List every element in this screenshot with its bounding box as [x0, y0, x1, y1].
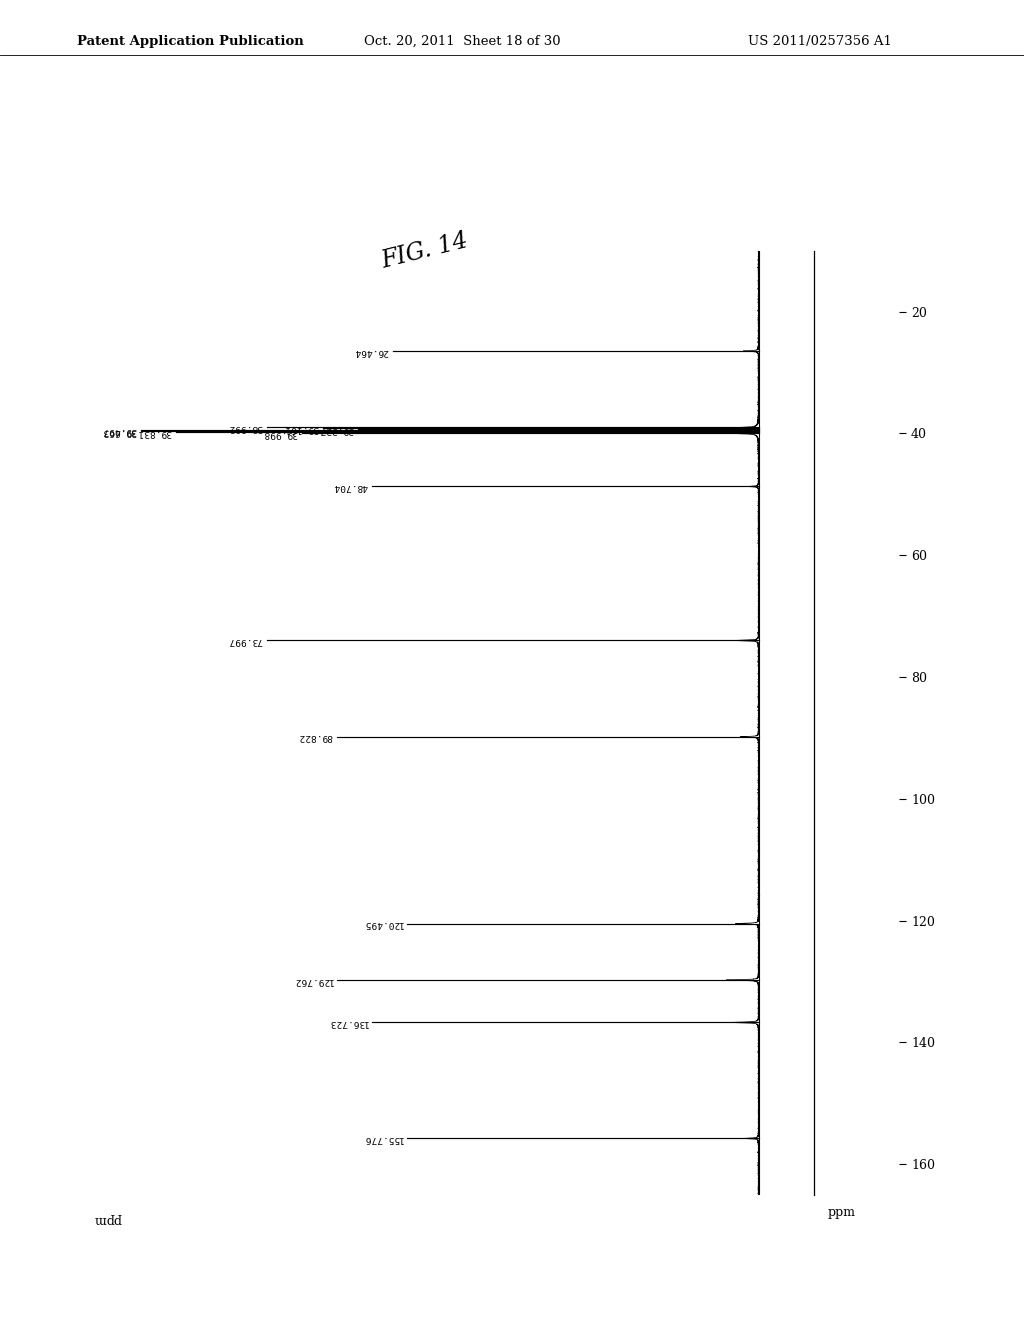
Text: US 2011/0257356 A1: US 2011/0257356 A1 [748, 34, 892, 48]
Text: Oct. 20, 2011  Sheet 18 of 30: Oct. 20, 2011 Sheet 18 of 30 [364, 34, 560, 48]
Text: 38.992: 38.992 [228, 422, 262, 432]
Text: 129.762: 129.762 [293, 975, 333, 985]
Text: Patent Application Publication: Patent Application Publication [77, 34, 303, 48]
Text: 39.663: 39.663 [101, 426, 136, 436]
Text: 155.776: 155.776 [362, 1134, 402, 1143]
Text: 89.822: 89.822 [298, 733, 333, 742]
Text: ppm: ppm [93, 1213, 121, 1226]
Text: ppm: ppm [827, 1206, 856, 1218]
Text: 26.464: 26.464 [354, 347, 389, 355]
Text: 39.831: 39.831 [136, 428, 171, 437]
Text: 120.495: 120.495 [362, 919, 402, 928]
Text: 39.998: 39.998 [263, 429, 298, 438]
Text: 48.704: 48.704 [333, 482, 368, 491]
Text: 39.327: 39.327 [319, 425, 353, 434]
Text: 73.997: 73.997 [228, 636, 262, 645]
Text: FIG. 14: FIG. 14 [379, 228, 471, 273]
Text: 39.497: 39.497 [101, 426, 136, 434]
Text: 39.161: 39.161 [284, 424, 318, 433]
Text: 136.723: 136.723 [328, 1018, 368, 1027]
